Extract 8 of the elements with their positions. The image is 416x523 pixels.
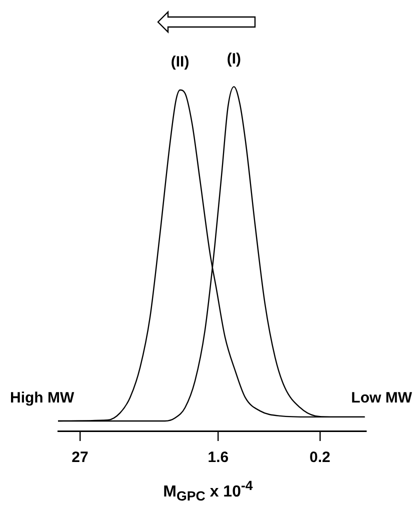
series-label: (II) bbox=[170, 54, 190, 71]
annotation: High MW bbox=[10, 390, 75, 407]
annotation: Low MW bbox=[351, 390, 413, 407]
series-label: (I) bbox=[226, 50, 242, 68]
x-tick-label: 27 bbox=[72, 449, 88, 466]
x-axis-title: M$_{GPC}$ x 10$^{-4}$ bbox=[162, 478, 254, 504]
x-tick-label: 0.2 bbox=[310, 449, 330, 466]
x-tick-label: 1.6 bbox=[208, 449, 229, 466]
